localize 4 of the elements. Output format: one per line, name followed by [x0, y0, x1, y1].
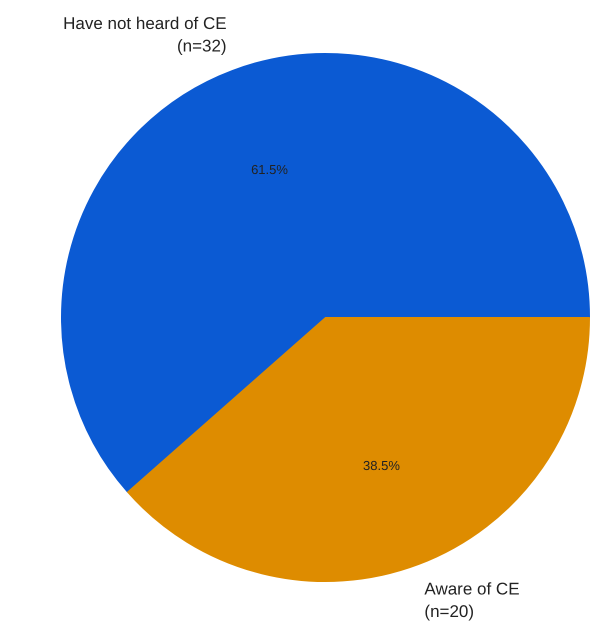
slice-label: Aware of CE (n=20)	[424, 579, 520, 621]
data-label: 38.5%	[363, 458, 400, 474]
slice-label: Have not heard of CE (n=32)	[63, 14, 227, 56]
data-label: 61.5%	[251, 162, 288, 177]
